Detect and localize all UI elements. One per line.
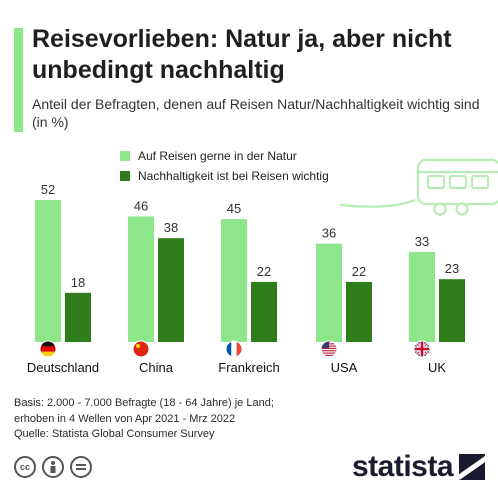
accent-bar — [14, 28, 23, 132]
footer: Basis: 2.000 - 7.000 Befragte (18 - 64 J… — [14, 396, 274, 443]
category-label: Frankreich — [218, 360, 279, 375]
bar-china-series-1 — [128, 216, 154, 342]
value-label: 46 — [134, 198, 148, 213]
value-label: 18 — [71, 275, 85, 290]
source-line: Quelle: Statista Global Consumer Survey — [14, 428, 215, 440]
category-label: UK — [428, 360, 446, 375]
by-icon — [42, 456, 64, 478]
flag-uk-icon — [413, 340, 431, 358]
value-label: 52 — [41, 182, 55, 197]
license-icons: cc — [14, 456, 92, 478]
bar-frankreich-series-1 — [221, 219, 247, 342]
value-label: 22 — [257, 264, 271, 279]
bars-group: 52 18 46 38 45 22 36 22 33 23 — [35, 182, 465, 342]
value-label: 45 — [227, 201, 241, 216]
category-label: USA — [331, 360, 358, 375]
bus-icon — [339, 158, 498, 216]
legend-item-sustainability: Nachhaltigkeit ist bei Reisen wichtig — [120, 166, 329, 186]
bar-china-series-2 — [158, 238, 184, 342]
legend-item-nature: Auf Reisen gerne in der Natur — [120, 146, 329, 166]
category-label: China — [139, 360, 174, 375]
bar-usa-series-1 — [316, 243, 342, 342]
cc-icon: cc — [14, 456, 36, 478]
legend-label-nature: Auf Reisen gerne in der Natur — [138, 149, 297, 163]
legend-swatch-sustainability — [120, 171, 130, 181]
bar-deutschland-series-2 — [65, 292, 91, 342]
bar-deutschland-series-1 — [35, 200, 61, 342]
flag-china-icon — [132, 340, 150, 358]
legend-label-sustainability: Nachhaltigkeit ist bei Reisen wichtig — [138, 169, 329, 183]
nd-icon — [70, 456, 92, 478]
logo-text: statista — [352, 450, 454, 483]
value-label: 23 — [445, 261, 459, 276]
chart-title: Reisevorlieben: Natur ja, aber nicht unb… — [32, 25, 452, 84]
value-label: 22 — [352, 264, 366, 279]
value-label: 33 — [415, 234, 429, 249]
flag-germany-icon — [39, 340, 57, 358]
value-label: 38 — [164, 220, 178, 235]
bar-frankreich-series-2 — [251, 281, 277, 342]
bar-usa-series-2 — [346, 281, 372, 342]
statista-logo: statista — [352, 450, 486, 484]
chart-subtitle: Anteil der Befragten, denen auf Reisen N… — [32, 96, 480, 130]
bar-uk-series-1 — [409, 251, 435, 342]
basis-line-2: erhoben in 4 Wellen von Apr 2021 - Mrz 2… — [14, 412, 236, 425]
basis-line-1: Basis: 2.000 - 7.000 Befragte (18 - 64 J… — [14, 397, 274, 409]
flags-group: Deutschland China Frankreich USA UK — [27, 340, 446, 375]
flag-france-icon — [225, 340, 243, 358]
category-label: Deutschland — [27, 360, 99, 375]
legend-swatch-nature — [120, 151, 130, 161]
logo-mark-icon — [459, 454, 486, 480]
legend: Auf Reisen gerne in der Natur Nachhaltig… — [120, 146, 329, 186]
flag-usa-icon — [320, 340, 338, 358]
value-label: 36 — [322, 226, 336, 241]
bar-uk-series-2 — [439, 279, 465, 342]
